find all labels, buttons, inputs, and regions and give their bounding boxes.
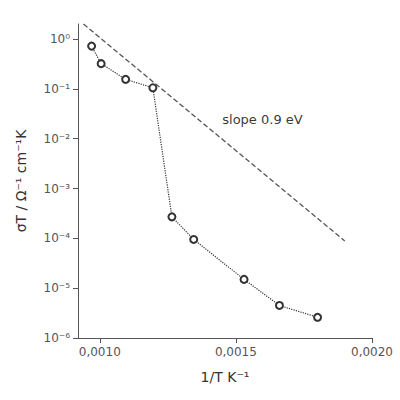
svg-text:10⁻²: 10⁻² [44,132,71,146]
svg-text:10⁻⁶: 10⁻⁶ [44,331,71,345]
svg-text:0,0010: 0,0010 [79,345,121,359]
svg-text:10⁻³: 10⁻³ [44,182,71,196]
svg-text:0,0015: 0,0015 [215,345,257,359]
svg-text:slope 0.9 eV: slope 0.9 eV [222,112,303,127]
svg-text:0,0020: 0,0020 [351,345,393,359]
svg-text:10⁻⁴: 10⁻⁴ [44,231,71,245]
svg-text:10⁻¹: 10⁻¹ [44,82,71,96]
svg-text:1/T K⁻¹: 1/T K⁻¹ [201,369,250,385]
svg-text:10⁻⁵: 10⁻⁵ [44,281,71,295]
svg-text:10⁰: 10⁰ [50,32,70,46]
svg-text:σT / Ω⁻¹ cm⁻¹K: σT / Ω⁻¹ cm⁻¹K [13,129,29,233]
